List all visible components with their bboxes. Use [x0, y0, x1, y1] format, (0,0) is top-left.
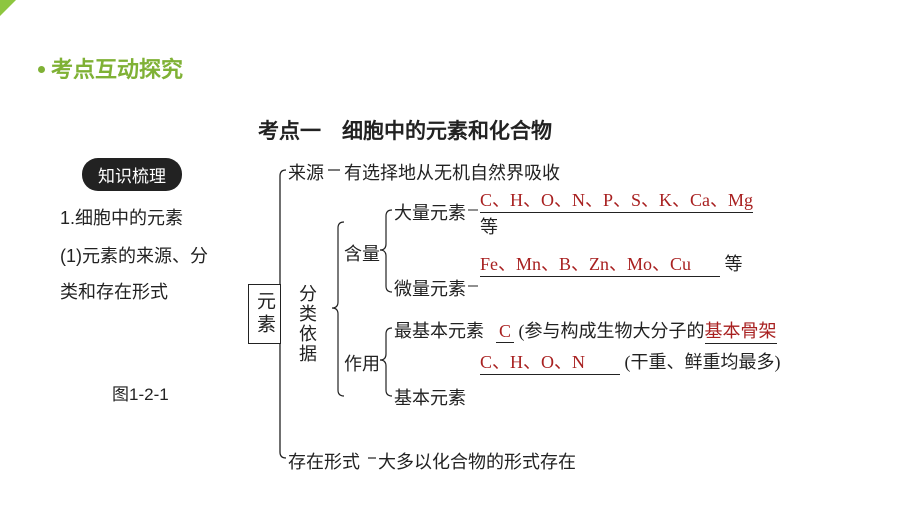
mostbasic-value-wrap: C (参与构成生物大分子的基本骨架: [496, 317, 777, 344]
pill-label: 知识梳理: [98, 167, 166, 186]
section-title: 考点互动探究: [51, 57, 183, 82]
mostbasic-mid: (参与构成生物大分子的: [519, 321, 705, 341]
content-label: 含量: [344, 240, 380, 266]
source-label: 来源: [288, 159, 324, 185]
root-label: 元素: [254, 291, 275, 337]
macro-value-wrap: C、H、O、N、P、S、K、Ca、Mg 等: [480, 186, 760, 239]
left-line-1: 1.细胞中的元素: [60, 202, 183, 234]
left-line-2: (1)元素的来源、分: [60, 240, 208, 272]
basic-value-wrap: C、H、O、N (干重、鲜重均最多): [480, 348, 880, 375]
mostbasic-label: 最基本元素: [394, 317, 484, 343]
macro-suffix: 等: [480, 217, 498, 237]
mostbasic-end: 基本骨架: [705, 317, 777, 344]
diagram-area: 元素 来源 有选择地从无机自然界吸收 分类依据 含量 大量元素 C、H、O、N、…: [258, 152, 898, 482]
topic-title: 考点一 细胞中的元素和化合物: [258, 115, 552, 145]
knowledge-pill: 知识梳理: [82, 158, 182, 191]
micro-suffix: 等: [725, 254, 743, 274]
corner-decoration: [0, 0, 16, 16]
micro-value: Fe、Mn、B、Zn、Mo、Cu: [480, 254, 691, 274]
mostbasic-value: C: [496, 321, 514, 343]
macro-label: 大量元素: [394, 199, 466, 225]
micro-label: 微量元素: [394, 275, 466, 301]
source-text: 有选择地从无机自然界吸收: [344, 159, 560, 185]
section-header: 考点互动探究: [38, 52, 183, 84]
form-text: 大多以化合物的形式存在: [378, 448, 576, 474]
basic-suffix: (干重、鲜重均最多): [625, 352, 781, 372]
root-box: 元素: [248, 284, 281, 344]
figure-label: 图1-2-1: [112, 380, 169, 405]
basic-label: 基本元素: [394, 384, 466, 410]
classify-label: 分类依据: [294, 284, 320, 364]
bullet-icon: [38, 66, 45, 73]
role-label: 作用: [344, 350, 380, 376]
basic-value: C、H、O、N: [480, 352, 585, 372]
left-line-3: 类和存在形式: [60, 276, 168, 308]
micro-value-wrap: Fe、Mn、B、Zn、Mo、Cu 等: [480, 250, 760, 277]
macro-value: C、H、O、N、P、S、K、Ca、Mg: [480, 190, 753, 210]
form-label: 存在形式: [288, 448, 360, 474]
